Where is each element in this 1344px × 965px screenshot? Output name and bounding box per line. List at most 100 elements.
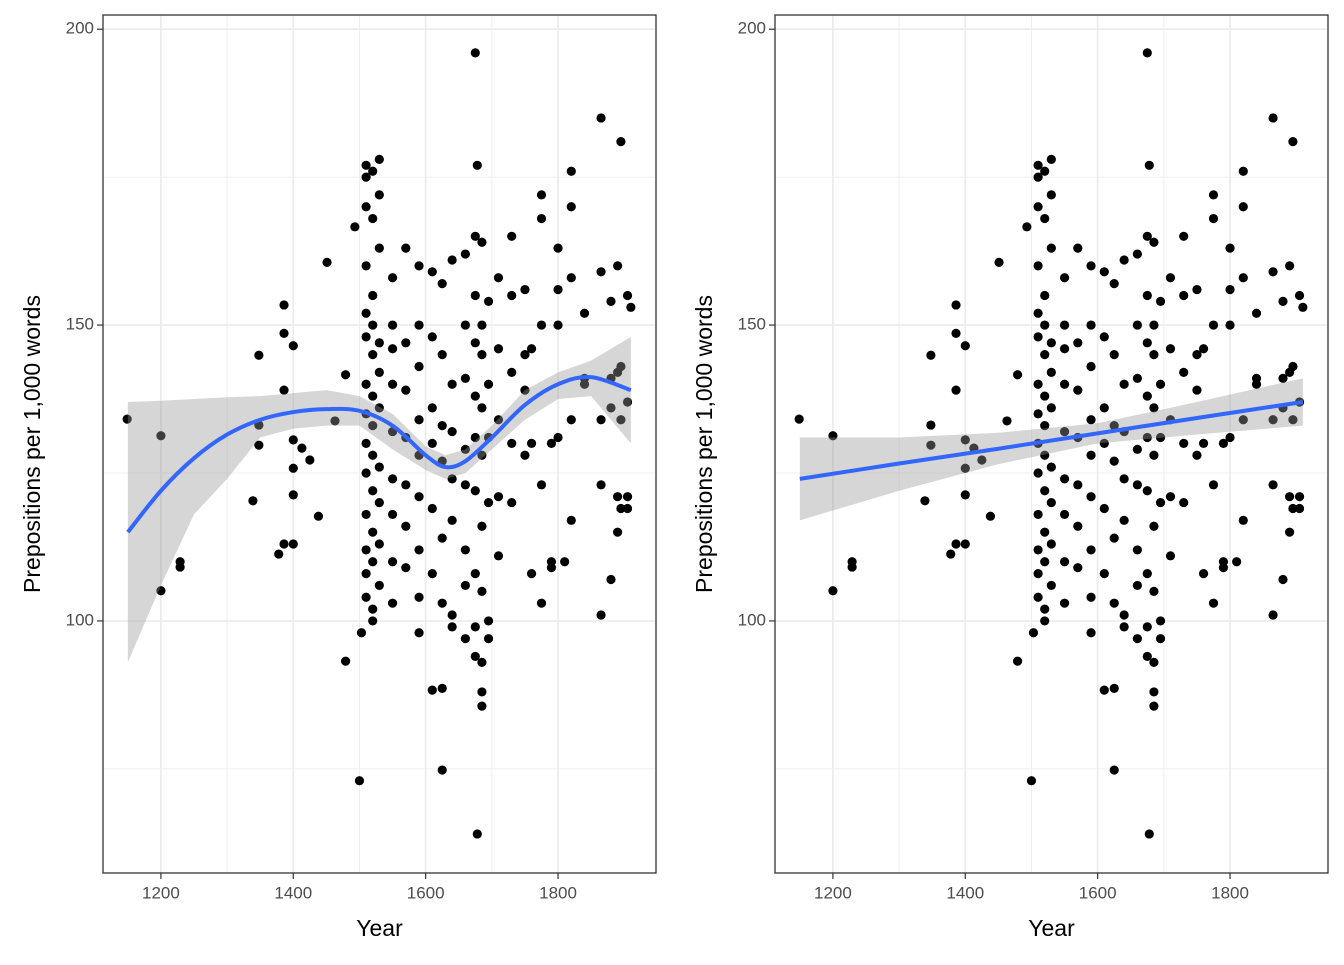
point (1144, 829, 1154, 839)
point (1109, 421, 1119, 431)
point (1268, 610, 1278, 620)
point (1002, 416, 1012, 426)
point (175, 562, 185, 572)
point (546, 438, 557, 449)
point (1119, 515, 1129, 525)
point (526, 568, 537, 579)
point (520, 350, 530, 360)
point (368, 421, 378, 431)
point (1225, 320, 1235, 330)
point (960, 463, 970, 473)
point (427, 685, 437, 695)
point (1285, 261, 1295, 271)
confidence-band (127, 336, 631, 663)
point (960, 341, 970, 351)
point (414, 628, 424, 638)
point (1155, 497, 1166, 508)
point (460, 249, 470, 259)
point (1142, 486, 1152, 496)
point (437, 279, 447, 289)
point (387, 273, 398, 283)
point (1046, 497, 1056, 508)
point (613, 527, 623, 537)
point (1086, 492, 1096, 502)
point (427, 267, 437, 277)
point (288, 463, 298, 473)
point (1109, 279, 1119, 289)
point (387, 474, 398, 484)
point (1073, 480, 1083, 490)
point (960, 539, 970, 549)
point (361, 160, 371, 170)
point (1218, 563, 1229, 573)
point (1099, 568, 1109, 579)
point (1040, 421, 1050, 431)
point (470, 338, 480, 348)
point (622, 503, 633, 514)
point (920, 496, 930, 506)
point (1208, 190, 1219, 200)
point (1155, 616, 1166, 626)
point (622, 290, 633, 301)
point (1040, 166, 1050, 176)
point (1132, 444, 1142, 454)
point (279, 328, 289, 338)
point (387, 344, 398, 354)
point (374, 154, 384, 164)
plot-frame (774, 14, 1329, 874)
point (794, 414, 804, 424)
point (1119, 379, 1129, 389)
point (1208, 213, 1219, 224)
point (1142, 48, 1152, 58)
point (401, 385, 411, 395)
point (368, 213, 378, 224)
point (460, 480, 470, 490)
point (520, 450, 530, 460)
point (1278, 296, 1288, 306)
point (387, 509, 398, 520)
point (1073, 385, 1083, 395)
point (1033, 261, 1043, 271)
point (1288, 361, 1298, 372)
point (447, 255, 457, 265)
point (368, 391, 378, 401)
point (1144, 160, 1154, 170)
point (1099, 503, 1109, 514)
point (1059, 509, 1070, 520)
point (340, 656, 351, 666)
point (553, 320, 563, 330)
point (1165, 273, 1176, 283)
point (437, 421, 447, 431)
point (493, 492, 504, 502)
point (1046, 580, 1056, 591)
point (374, 403, 384, 413)
point (1288, 503, 1298, 514)
point (374, 243, 384, 253)
point (340, 370, 351, 380)
point (596, 267, 606, 277)
x-tick-label: 1600 (1079, 883, 1117, 902)
point (374, 462, 384, 472)
point (368, 557, 378, 567)
point (1268, 480, 1278, 490)
point (1192, 385, 1202, 395)
point (606, 296, 616, 306)
point (483, 497, 494, 508)
point (1033, 568, 1043, 579)
point (546, 563, 557, 573)
point (427, 503, 437, 514)
point (387, 320, 398, 330)
point (414, 261, 424, 271)
point (288, 490, 298, 500)
point (847, 562, 857, 572)
point (566, 273, 576, 283)
point (520, 284, 530, 295)
y-tick-label: 100 (66, 610, 94, 629)
point (566, 202, 576, 212)
point (460, 444, 470, 454)
point (1142, 290, 1152, 301)
point (1026, 776, 1037, 786)
point (470, 391, 480, 401)
point (1073, 243, 1083, 253)
